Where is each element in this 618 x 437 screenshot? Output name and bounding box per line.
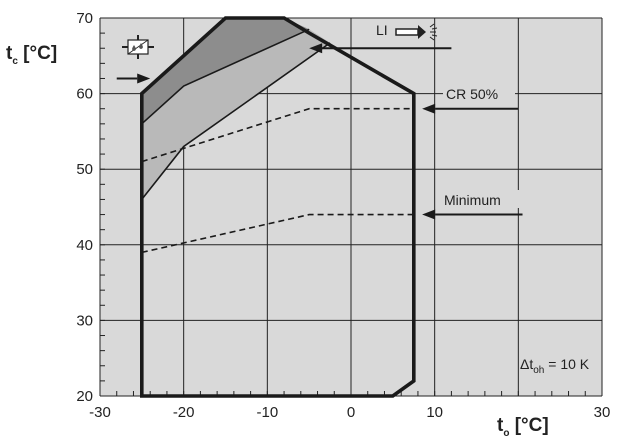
upper-boundary-line bbox=[141, 28, 310, 125]
x-tick-label: -30 bbox=[89, 404, 111, 421]
cr-50-line bbox=[141, 107, 414, 163]
y-tick-label: 50 bbox=[76, 161, 93, 178]
y-tick-label: 70 bbox=[76, 10, 93, 27]
minimum-label-backdrop bbox=[441, 190, 523, 208]
injection-arrow-head bbox=[137, 73, 151, 84]
minimum-label: Minimum bbox=[444, 192, 501, 208]
minimum-line bbox=[141, 213, 414, 254]
dark-shaded-region bbox=[141, 18, 310, 124]
series-lines bbox=[141, 28, 414, 254]
y-tick-label: 20 bbox=[76, 388, 93, 405]
x-axis-title: to [°C] bbox=[497, 415, 549, 437]
x-tick-label: -10 bbox=[256, 404, 278, 421]
vapour-injection-icon bbox=[395, 23, 438, 41]
liquid-injection-icon bbox=[122, 35, 154, 59]
delta-annotation: Δtoh = 10 K bbox=[520, 356, 590, 376]
y-tick-label: 40 bbox=[76, 237, 93, 254]
envelope-group bbox=[140, 16, 416, 398]
minimum-arrow-head bbox=[422, 209, 436, 220]
y-tick-label: 60 bbox=[76, 86, 93, 103]
y-axis-title: tc [°C] bbox=[6, 43, 57, 67]
arrows-group bbox=[116, 43, 523, 220]
cr-label: CR 50% bbox=[446, 86, 498, 102]
x-tick-label: -20 bbox=[173, 404, 195, 421]
y-tick-labels: 20 30 40 50 60 70 bbox=[76, 10, 93, 405]
li-label: LI bbox=[376, 22, 388, 38]
light-shaded-region bbox=[141, 29, 331, 200]
envelope-outline bbox=[140, 16, 416, 398]
shaded-regions bbox=[141, 18, 331, 200]
li-arrow-head bbox=[309, 43, 323, 54]
x-tick-label: 30 bbox=[594, 404, 611, 421]
x-tick-labels: -30 -20 -10 0 10 30 bbox=[89, 404, 610, 421]
cr-arrow-head bbox=[422, 103, 436, 114]
x-tick-label: 0 bbox=[347, 404, 355, 421]
y-tick-label: 30 bbox=[76, 312, 93, 329]
lower-boundary-line bbox=[141, 42, 331, 200]
x-tick-label: 10 bbox=[426, 404, 443, 421]
cr-label-backdrop bbox=[443, 84, 515, 102]
